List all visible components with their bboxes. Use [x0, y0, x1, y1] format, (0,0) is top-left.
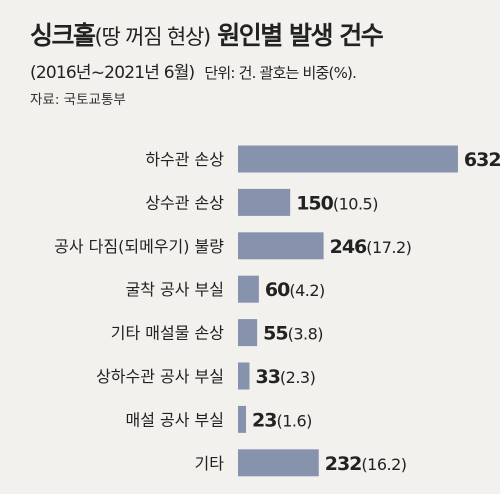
value-label: 23(1.6)	[252, 409, 312, 431]
bar	[238, 145, 458, 173]
category-label: 하수관 손상	[145, 150, 224, 169]
bar	[238, 275, 259, 303]
category-label: 상수관 손상	[145, 193, 224, 212]
value-label: 232(16.2)	[325, 453, 407, 475]
chart-title: 싱크홀(땅 꺼짐 현상) 원인별 발생 건수	[30, 16, 384, 52]
category-label: 굴착 공사 부실	[126, 280, 225, 299]
bar	[238, 188, 291, 216]
title-main: 싱크홀	[30, 21, 96, 50]
bar	[238, 362, 250, 390]
bar	[238, 319, 258, 347]
source-label: 자료: 국토교통부	[30, 92, 126, 108]
period-label: (2016년~2021년 6월)	[30, 63, 195, 83]
value-label: 60(4.2)	[265, 279, 325, 301]
value-label: 55(3.8)	[263, 323, 323, 345]
value-label: 246(17.2)	[330, 236, 412, 258]
bar	[238, 232, 324, 260]
category-label: 상하수관 공사 부실	[96, 367, 224, 386]
category-label: 매설 공사 부실	[126, 410, 225, 429]
category-label: 기타	[195, 454, 225, 473]
chart-subtitle: (2016년~2021년 6월) 단위: 건. 괄호는 비중(%).	[30, 58, 357, 83]
value-label: 632(44.2)	[464, 149, 500, 171]
value-label: 150(10.5)	[296, 192, 378, 214]
category-label: 공사 다짐(되메우기) 불량	[54, 237, 224, 256]
title-paren: (땅 꺼짐 현상)	[94, 25, 212, 49]
unit-label: 단위: 건. 괄호는 비중(%).	[204, 64, 357, 82]
bar	[238, 405, 247, 433]
title-rest: 원인별 발생 건수	[217, 21, 383, 50]
value-label: 33(2.3)	[255, 366, 315, 388]
bar	[238, 449, 319, 477]
category-label: 기타 매설물 손상	[111, 324, 224, 343]
